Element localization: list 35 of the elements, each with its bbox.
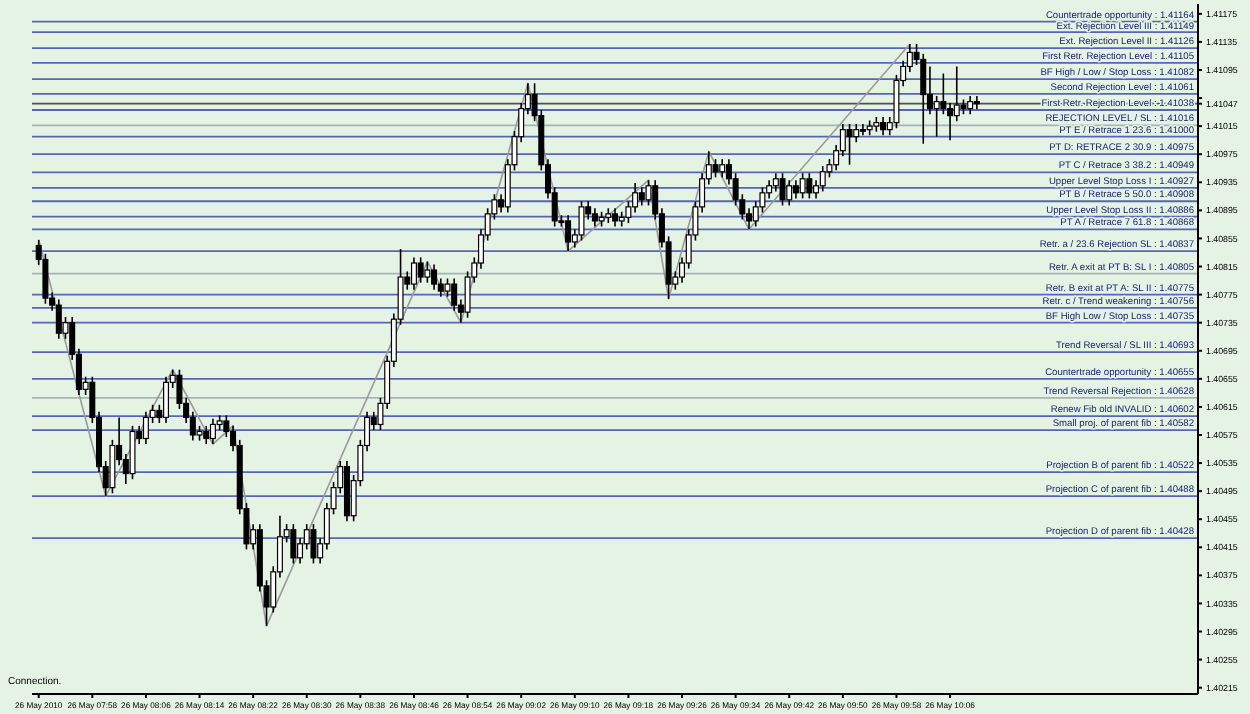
candlestick	[431, 263, 438, 291]
candlestick	[645, 179, 652, 207]
candlestick	[55, 298, 62, 340]
candlestick	[142, 411, 149, 445]
candlestick	[973, 95, 980, 111]
candlestick	[880, 116, 887, 137]
candlestick	[792, 179, 799, 200]
candlestick	[578, 200, 585, 242]
candlestick	[290, 523, 297, 565]
candlestick	[163, 375, 170, 424]
candlestick	[772, 172, 779, 193]
line-series	[37, 43, 911, 627]
candlestick	[712, 158, 719, 179]
candlestick	[129, 425, 136, 481]
candlestick	[410, 256, 417, 291]
candlestick	[424, 260, 431, 284]
candlestick	[444, 277, 451, 298]
candlestick	[786, 179, 793, 207]
candlestick	[799, 172, 806, 200]
candlestick	[612, 207, 618, 228]
candlestick	[417, 256, 424, 284]
candlestick	[967, 95, 974, 115]
candlestick	[779, 172, 786, 207]
candlestick	[806, 172, 813, 200]
candlestick	[203, 425, 210, 445]
candlestick	[591, 207, 598, 228]
candlestick	[719, 158, 726, 179]
candlestick	[565, 214, 572, 252]
candlestick	[638, 186, 645, 207]
candlestick	[310, 523, 317, 565]
candlestick	[819, 165, 826, 193]
candlestick	[209, 418, 216, 445]
candlestick	[846, 123, 853, 166]
candlestick	[853, 123, 860, 144]
candlestick	[933, 95, 940, 138]
